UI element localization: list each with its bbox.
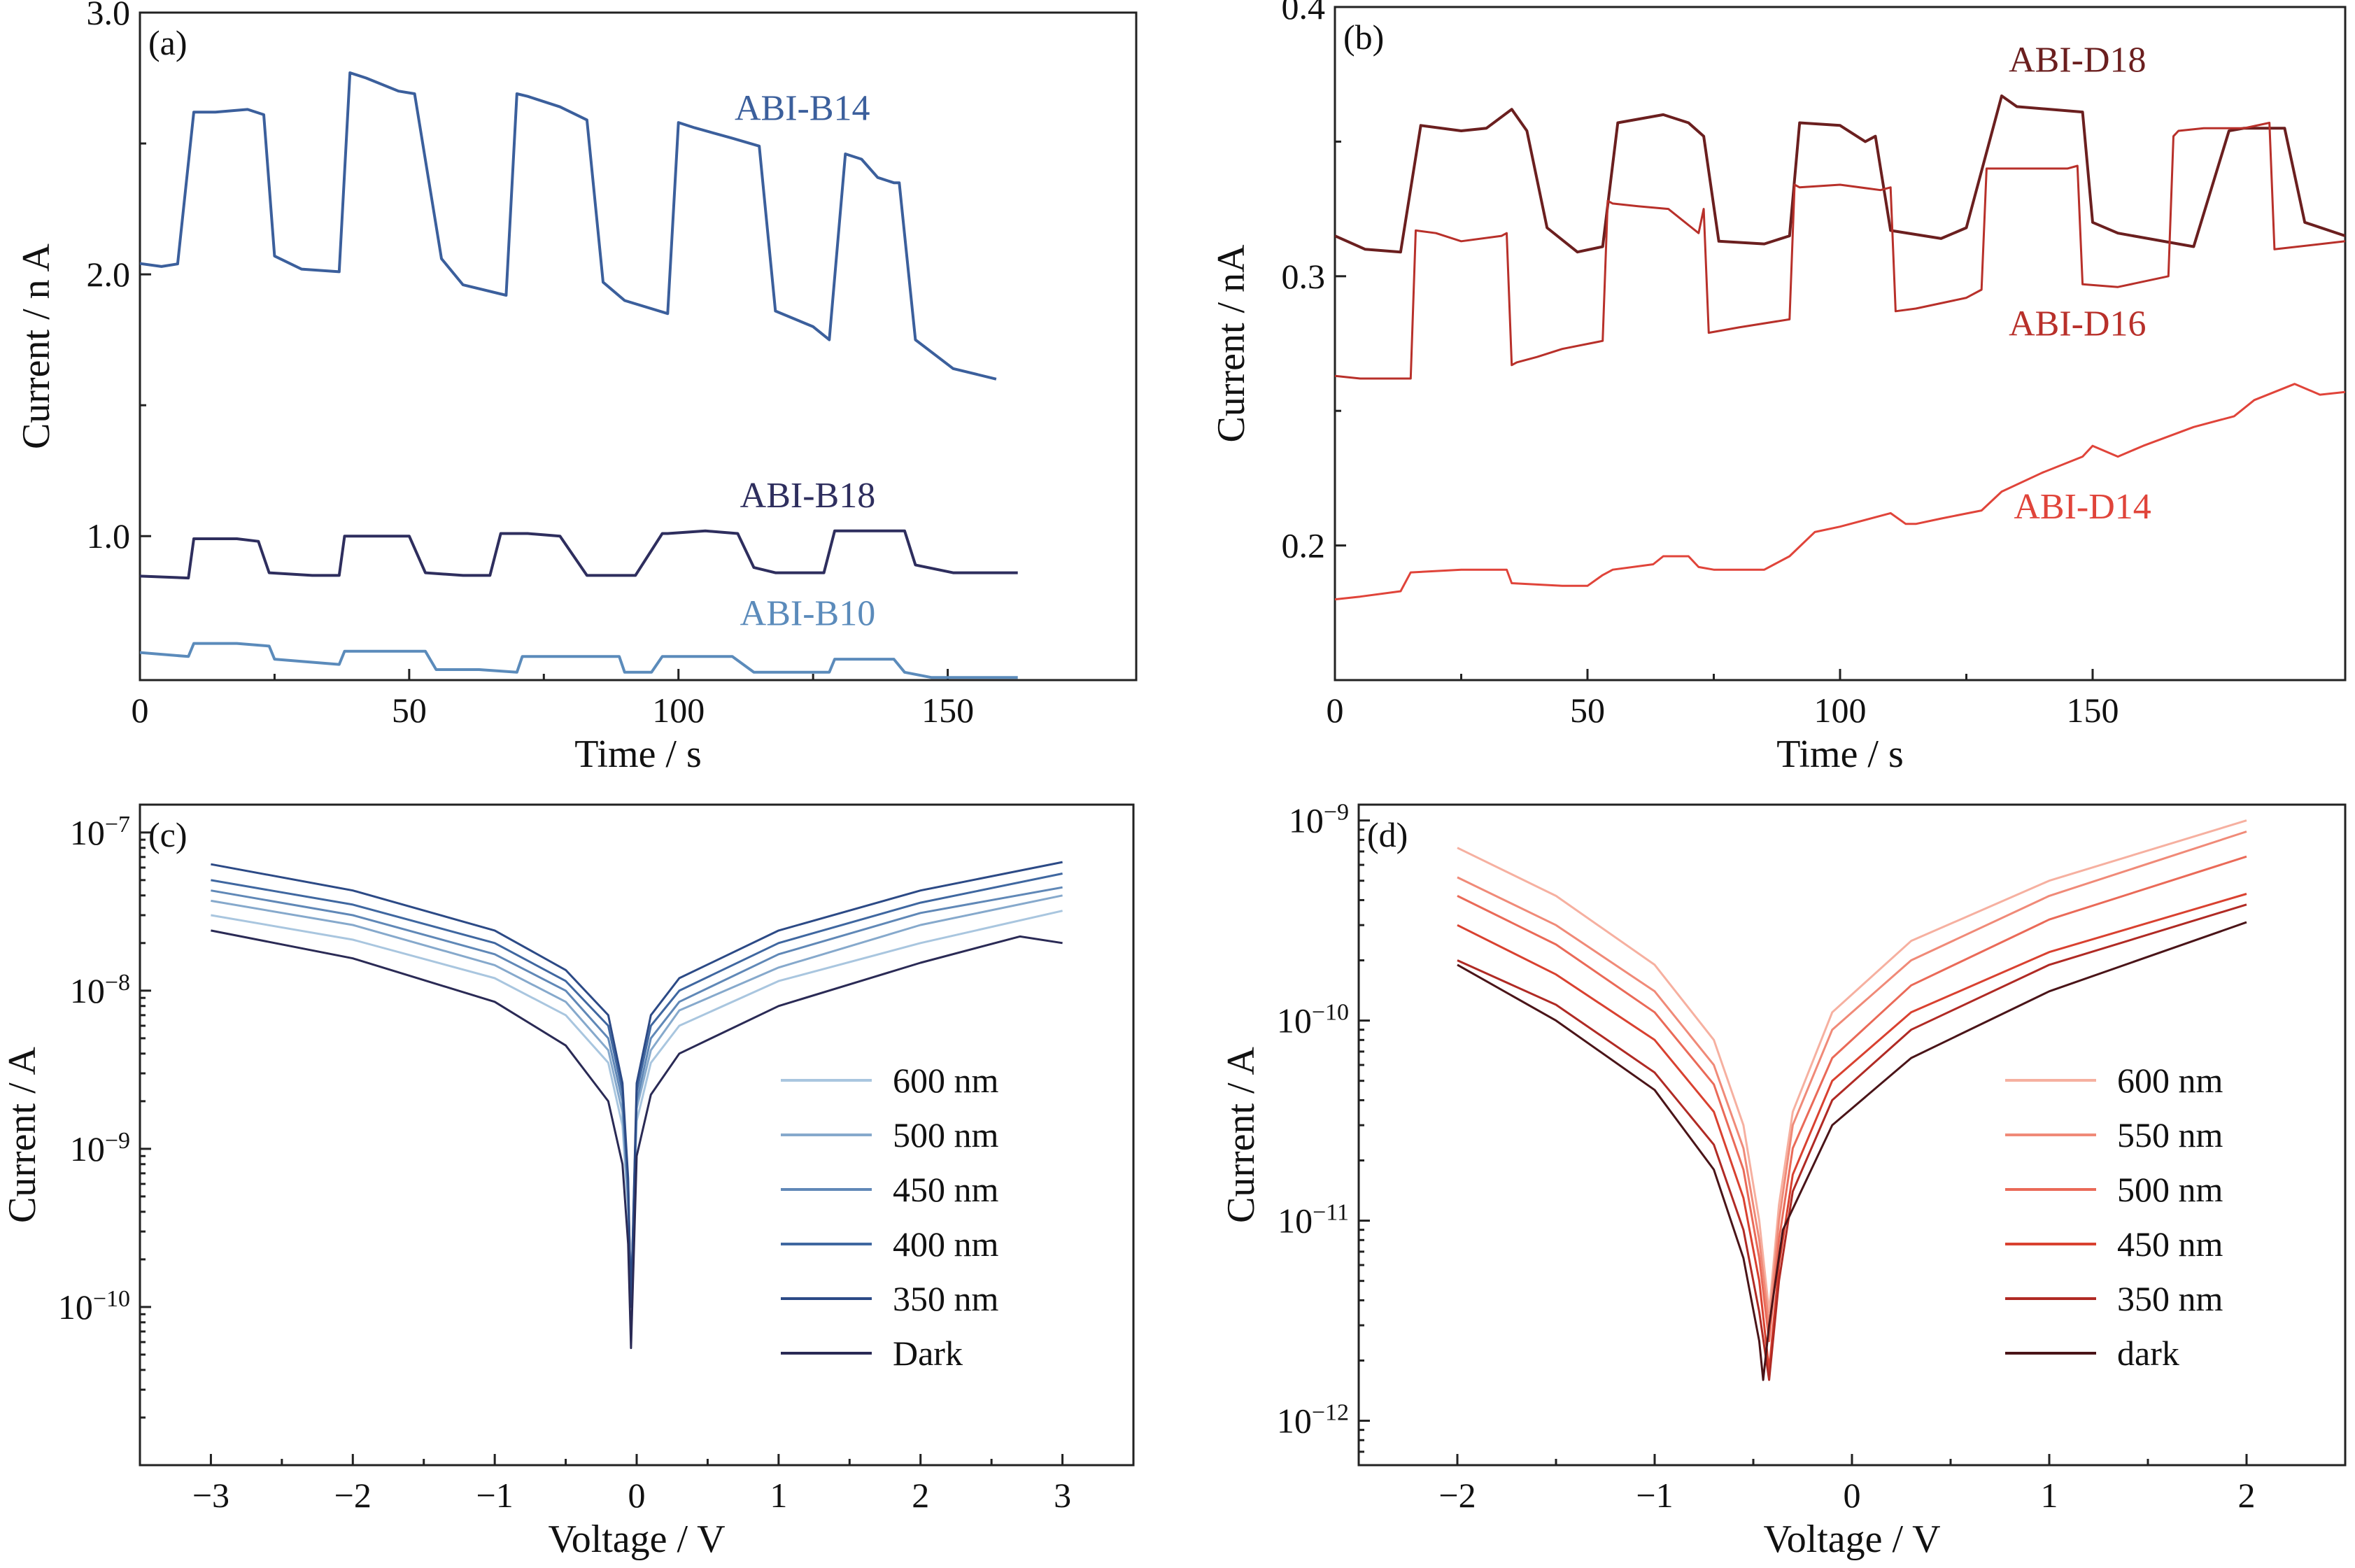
x-axis-title: Voltage / V bbox=[548, 1518, 725, 1561]
series-line bbox=[1457, 855, 2247, 1343]
x-tick-label: 0 bbox=[628, 1476, 646, 1515]
panel-d: −2 −1 0 1 2 10−12 10−11 10−10 10−9 Voltage / V Cur… bbox=[1219, 799, 2347, 1561]
series-line bbox=[1457, 819, 2247, 1313]
y-tick-label: 10−8 bbox=[70, 969, 130, 1010]
legend-label: Dark bbox=[893, 1334, 963, 1373]
legend-label: 600 nm bbox=[893, 1061, 999, 1100]
x-tick-label: −1 bbox=[476, 1476, 514, 1515]
y-axis-title: Current / n A bbox=[15, 243, 58, 449]
panel-tag: (c) bbox=[148, 815, 188, 854]
legend-label: 500 nm bbox=[2117, 1170, 2223, 1209]
x-tick-label: 0 bbox=[132, 691, 149, 730]
y-tick-label: 10−10 bbox=[58, 1285, 130, 1327]
x-tick-label: 150 bbox=[2067, 691, 2119, 730]
y-tick-label: 10−9 bbox=[1289, 799, 1349, 840]
series-label: ABI-D14 bbox=[2014, 487, 2151, 527]
legend-label: 500 nm bbox=[893, 1115, 999, 1154]
x-tick-label: 2 bbox=[2238, 1476, 2256, 1515]
legend-label: 550 nm bbox=[2117, 1115, 2223, 1154]
series-line bbox=[1457, 903, 2247, 1381]
y-tick-label: 3.0 bbox=[87, 0, 131, 32]
legend-label: 400 nm bbox=[893, 1224, 999, 1264]
y-tick-label: 0.4 bbox=[1282, 0, 1326, 27]
y-tick-label: 1.0 bbox=[87, 516, 131, 556]
x-tick-label: 1 bbox=[770, 1476, 787, 1515]
series-lines bbox=[1457, 819, 2247, 1381]
x-tick-label: −2 bbox=[1438, 1476, 1476, 1515]
series-line bbox=[1457, 921, 2247, 1381]
panel-tag: (b) bbox=[1343, 17, 1384, 57]
x-tick-label: 100 bbox=[1814, 691, 1867, 730]
series-line bbox=[140, 71, 997, 381]
y-axis-title: Current / A bbox=[1, 1046, 44, 1223]
x-tick-label: −2 bbox=[334, 1476, 372, 1515]
x-axis-title: Time / s bbox=[574, 733, 702, 776]
series-line bbox=[1335, 122, 2345, 380]
panel-tag: (d) bbox=[1367, 815, 1408, 854]
legend-label: 450 nm bbox=[2117, 1224, 2223, 1264]
series-label: ABI-D16 bbox=[2009, 304, 2146, 344]
y-tick-label: 10−12 bbox=[1277, 1399, 1349, 1441]
series-line bbox=[1335, 94, 2345, 254]
series-lines bbox=[1335, 94, 2345, 601]
series-line bbox=[211, 929, 1063, 1350]
x-tick-label: 50 bbox=[392, 691, 427, 730]
y-tick-label: 0.3 bbox=[1282, 257, 1326, 296]
legend-label: 450 nm bbox=[893, 1170, 999, 1209]
series-lines bbox=[211, 861, 1063, 1350]
x-tick-label: 0 bbox=[1327, 691, 1344, 730]
x-tick-label: 1 bbox=[2041, 1476, 2058, 1515]
series-line bbox=[1335, 383, 2345, 601]
legend-label: 350 nm bbox=[893, 1279, 999, 1318]
series-label: ABI-B14 bbox=[735, 88, 870, 128]
x-axis-title: Voltage / V bbox=[1763, 1518, 1940, 1561]
x-tick-label: −3 bbox=[192, 1476, 229, 1515]
panel-b: 0 50 100 150 0.2 0.3 0.4 Time / s Current / nA (b… bbox=[1210, 0, 2347, 776]
legend-label: 350 nm bbox=[2117, 1279, 2223, 1318]
series-label: ABI-D18 bbox=[2009, 40, 2146, 80]
panel-c: −3 −2 −1 0 1 2 3 10−10 10−9 10−8 10−7 Voltage / V Cu… bbox=[1, 803, 1135, 1561]
x-tick-label: 50 bbox=[1570, 691, 1605, 730]
series-line bbox=[211, 861, 1063, 1308]
series-label: ABI-B18 bbox=[740, 476, 876, 516]
panel-a: 0 50 100 150 1.0 2.0 3.0 Time / s Current / n A (… bbox=[15, 0, 1138, 776]
y-tick-label: 10−10 bbox=[1277, 999, 1349, 1040]
x-tick-label: 0 bbox=[1844, 1476, 1861, 1515]
y-tick-label: 10−9 bbox=[70, 1127, 130, 1168]
series-label: ABI-B10 bbox=[740, 593, 876, 633]
panel-tag: (a) bbox=[148, 23, 188, 62]
y-tick-label: 10−11 bbox=[1278, 1199, 1349, 1241]
x-tick-label: 2 bbox=[912, 1476, 929, 1515]
legend-label: 600 nm bbox=[2117, 1061, 2223, 1100]
legend-label: dark bbox=[2117, 1334, 2179, 1373]
plot-frame bbox=[1334, 6, 2347, 681]
x-tick-label: 100 bbox=[652, 691, 705, 730]
y-axis-title: Current / A bbox=[1219, 1046, 1263, 1223]
y-axis-title: Current / nA bbox=[1210, 244, 1253, 443]
x-axis-title: Time / s bbox=[1776, 733, 1904, 776]
plot-frame bbox=[139, 11, 1138, 681]
y-tick-label: 2.0 bbox=[87, 255, 131, 294]
x-tick-label: 3 bbox=[1054, 1476, 1071, 1515]
series-lines bbox=[140, 71, 1018, 679]
y-tick-label: 10−7 bbox=[70, 811, 130, 852]
legend: 600 nm 550 nm 500 nm 450 nm 350 nm dark bbox=[2005, 1061, 2223, 1373]
series-line bbox=[140, 642, 1018, 679]
legend: 600 nm 500 nm 450 nm 400 nm 350 nm Dark bbox=[781, 1061, 999, 1373]
series-line bbox=[140, 529, 1018, 580]
x-tick-label: −1 bbox=[1636, 1476, 1673, 1515]
x-tick-label: 150 bbox=[921, 691, 974, 730]
y-tick-label: 0.2 bbox=[1282, 526, 1326, 565]
